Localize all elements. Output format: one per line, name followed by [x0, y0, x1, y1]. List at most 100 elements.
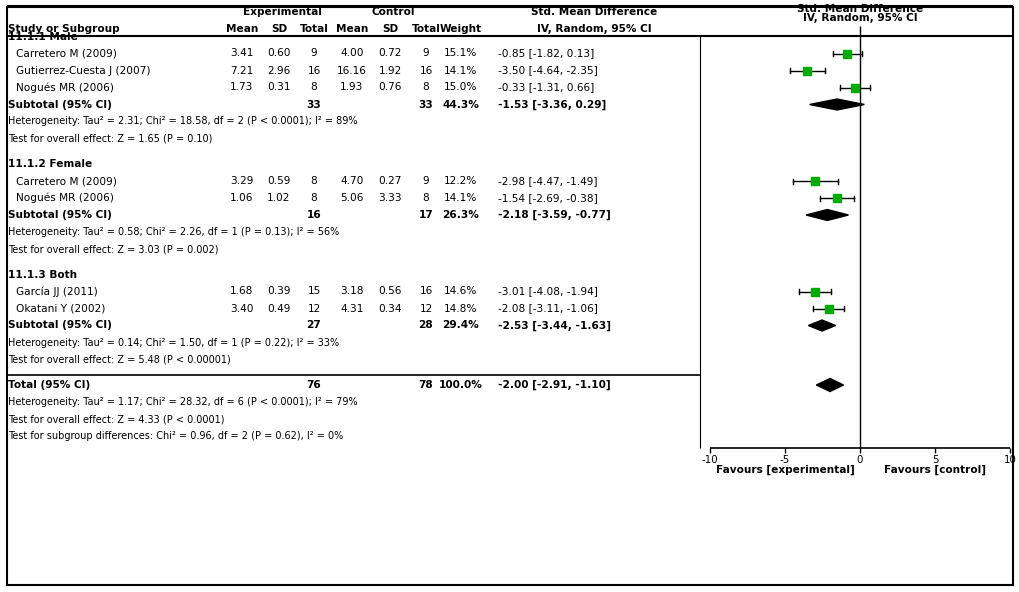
Text: -2.98 [-4.47, -1.49]: -2.98 [-4.47, -1.49]: [497, 176, 597, 186]
Text: 0.60: 0.60: [267, 49, 290, 59]
Text: 0.72: 0.72: [378, 49, 401, 59]
Text: Study or Subgroup: Study or Subgroup: [8, 24, 119, 34]
Text: Test for overall effect: Z = 5.48 (P < 0.00001): Test for overall effect: Z = 5.48 (P < 0…: [8, 355, 230, 365]
Text: 29.4%: 29.4%: [442, 320, 479, 330]
Text: 7.21: 7.21: [230, 66, 254, 76]
Text: Subtotal (95% CI): Subtotal (95% CI): [8, 320, 112, 330]
Text: 14.6%: 14.6%: [444, 287, 477, 297]
Text: 5: 5: [930, 455, 937, 465]
Text: Heterogeneity: Tau² = 2.31; Chi² = 18.58, df = 2 (P < 0.0001); I² = 89%: Heterogeneity: Tau² = 2.31; Chi² = 18.58…: [8, 117, 357, 127]
Text: 3.41: 3.41: [230, 49, 254, 59]
Text: -2.08 [-3.11, -1.06]: -2.08 [-3.11, -1.06]: [497, 304, 597, 314]
Text: Carretero M (2009): Carretero M (2009): [16, 49, 117, 59]
Text: García JJ (2011): García JJ (2011): [16, 287, 98, 297]
Text: 8: 8: [311, 82, 317, 92]
Polygon shape: [808, 320, 835, 331]
Text: Okatani Y (2002): Okatani Y (2002): [16, 304, 105, 314]
Text: Subtotal (95% CI): Subtotal (95% CI): [8, 99, 112, 110]
Text: 9: 9: [422, 49, 429, 59]
Text: 0.39: 0.39: [267, 287, 290, 297]
Text: 0.76: 0.76: [378, 82, 401, 92]
Text: 14.1%: 14.1%: [444, 193, 477, 203]
Text: 0.27: 0.27: [378, 176, 401, 186]
Text: -2.00 [-2.91, -1.10]: -2.00 [-2.91, -1.10]: [497, 380, 610, 390]
Text: 11.1.2 Female: 11.1.2 Female: [8, 159, 92, 169]
Text: 8: 8: [311, 193, 317, 203]
Text: 0.49: 0.49: [267, 304, 290, 314]
Text: Nogués MR (2006): Nogués MR (2006): [16, 82, 114, 93]
Text: 4.70: 4.70: [340, 176, 364, 186]
Text: 15: 15: [307, 287, 320, 297]
Text: 12.2%: 12.2%: [444, 176, 477, 186]
Text: Heterogeneity: Tau² = 0.14; Chi² = 1.50, df = 1 (P = 0.22); I² = 33%: Heterogeneity: Tau² = 0.14; Chi² = 1.50,…: [8, 337, 338, 348]
Text: -0.33 [-1.31, 0.66]: -0.33 [-1.31, 0.66]: [497, 82, 594, 92]
Text: 4.00: 4.00: [340, 49, 364, 59]
Text: 1.02: 1.02: [267, 193, 290, 203]
Text: Mean: Mean: [335, 24, 368, 34]
Text: 28: 28: [418, 320, 433, 330]
Text: Favours [control]: Favours [control]: [883, 465, 985, 475]
Text: -1.54 [-2.69, -0.38]: -1.54 [-2.69, -0.38]: [497, 193, 597, 203]
Text: 0: 0: [856, 455, 862, 465]
Text: Test for overall effect: Z = 3.03 (P = 0.002): Test for overall effect: Z = 3.03 (P = 0…: [8, 244, 218, 254]
Text: 9: 9: [422, 176, 429, 186]
Text: 16: 16: [307, 210, 321, 220]
Text: -1.53 [-3.36, 0.29]: -1.53 [-3.36, 0.29]: [497, 99, 605, 110]
Text: 1.73: 1.73: [230, 82, 254, 92]
Text: Mean: Mean: [225, 24, 258, 34]
Text: 14.1%: 14.1%: [444, 66, 477, 76]
Text: 33: 33: [307, 99, 321, 110]
Text: Carretero M (2009): Carretero M (2009): [16, 176, 117, 186]
Text: Total: Total: [411, 24, 440, 34]
Text: Heterogeneity: Tau² = 1.17; Chi² = 28.32, df = 6 (P < 0.0001); I² = 79%: Heterogeneity: Tau² = 1.17; Chi² = 28.32…: [8, 397, 358, 407]
Text: 0.31: 0.31: [267, 82, 290, 92]
Text: Test for overall effect: Z = 1.65 (P = 0.10): Test for overall effect: Z = 1.65 (P = 0…: [8, 134, 212, 143]
Text: 16: 16: [419, 66, 432, 76]
Text: Control: Control: [371, 7, 415, 17]
Text: 26.3%: 26.3%: [442, 210, 479, 220]
Text: 2.96: 2.96: [267, 66, 290, 76]
Text: Total (95% CI): Total (95% CI): [8, 380, 90, 390]
Text: IV, Random, 95% CI: IV, Random, 95% CI: [802, 13, 916, 23]
Text: Experimental: Experimental: [243, 7, 321, 17]
Text: -2.18 [-3.59, -0.77]: -2.18 [-3.59, -0.77]: [497, 210, 610, 220]
Text: 11.1.3 Both: 11.1.3 Both: [8, 269, 77, 279]
Text: -0.85 [-1.82, 0.13]: -0.85 [-1.82, 0.13]: [497, 49, 594, 59]
Text: 1.93: 1.93: [340, 82, 364, 92]
Text: 100.0%: 100.0%: [438, 380, 482, 390]
Text: Test for subgroup differences: Chi² = 0.96, df = 2 (P = 0.62), I² = 0%: Test for subgroup differences: Chi² = 0.…: [8, 431, 343, 441]
Text: 4.31: 4.31: [340, 304, 364, 314]
Text: 11.1.1 Male: 11.1.1 Male: [8, 31, 77, 41]
Text: -2.53 [-3.44, -1.63]: -2.53 [-3.44, -1.63]: [497, 320, 610, 331]
Polygon shape: [805, 210, 848, 220]
Text: 3.40: 3.40: [230, 304, 254, 314]
Text: -5: -5: [780, 455, 790, 465]
Text: -3.50 [-4.64, -2.35]: -3.50 [-4.64, -2.35]: [497, 66, 597, 76]
Text: Favours [experimental]: Favours [experimental]: [715, 465, 854, 475]
Text: 5.06: 5.06: [340, 193, 364, 203]
Text: 76: 76: [307, 380, 321, 390]
Text: 78: 78: [418, 380, 433, 390]
Text: 1.68: 1.68: [230, 287, 254, 297]
Text: Heterogeneity: Tau² = 0.58; Chi² = 2.26, df = 1 (P = 0.13); I² = 56%: Heterogeneity: Tau² = 0.58; Chi² = 2.26,…: [8, 227, 339, 237]
Text: 16.16: 16.16: [336, 66, 367, 76]
Text: SD: SD: [381, 24, 397, 34]
Text: 0.59: 0.59: [267, 176, 290, 186]
Text: 14.8%: 14.8%: [444, 304, 477, 314]
Text: 27: 27: [307, 320, 321, 330]
Text: Weight: Weight: [439, 24, 482, 34]
Text: 15.0%: 15.0%: [444, 82, 477, 92]
Text: 8: 8: [422, 193, 429, 203]
Text: Std. Mean Difference: Std. Mean Difference: [796, 4, 922, 14]
Text: 0.56: 0.56: [378, 287, 401, 297]
Text: Subtotal (95% CI): Subtotal (95% CI): [8, 210, 112, 220]
Text: 8: 8: [422, 82, 429, 92]
Text: Test for overall effect: Z = 4.33 (P < 0.0001): Test for overall effect: Z = 4.33 (P < 0…: [8, 414, 224, 424]
Text: SD: SD: [271, 24, 286, 34]
Text: 15.1%: 15.1%: [444, 49, 477, 59]
Text: IV, Random, 95% CI: IV, Random, 95% CI: [536, 24, 651, 34]
Text: 0.34: 0.34: [378, 304, 401, 314]
Text: 10: 10: [1003, 455, 1016, 465]
Polygon shape: [815, 378, 843, 391]
Text: 16: 16: [307, 66, 320, 76]
